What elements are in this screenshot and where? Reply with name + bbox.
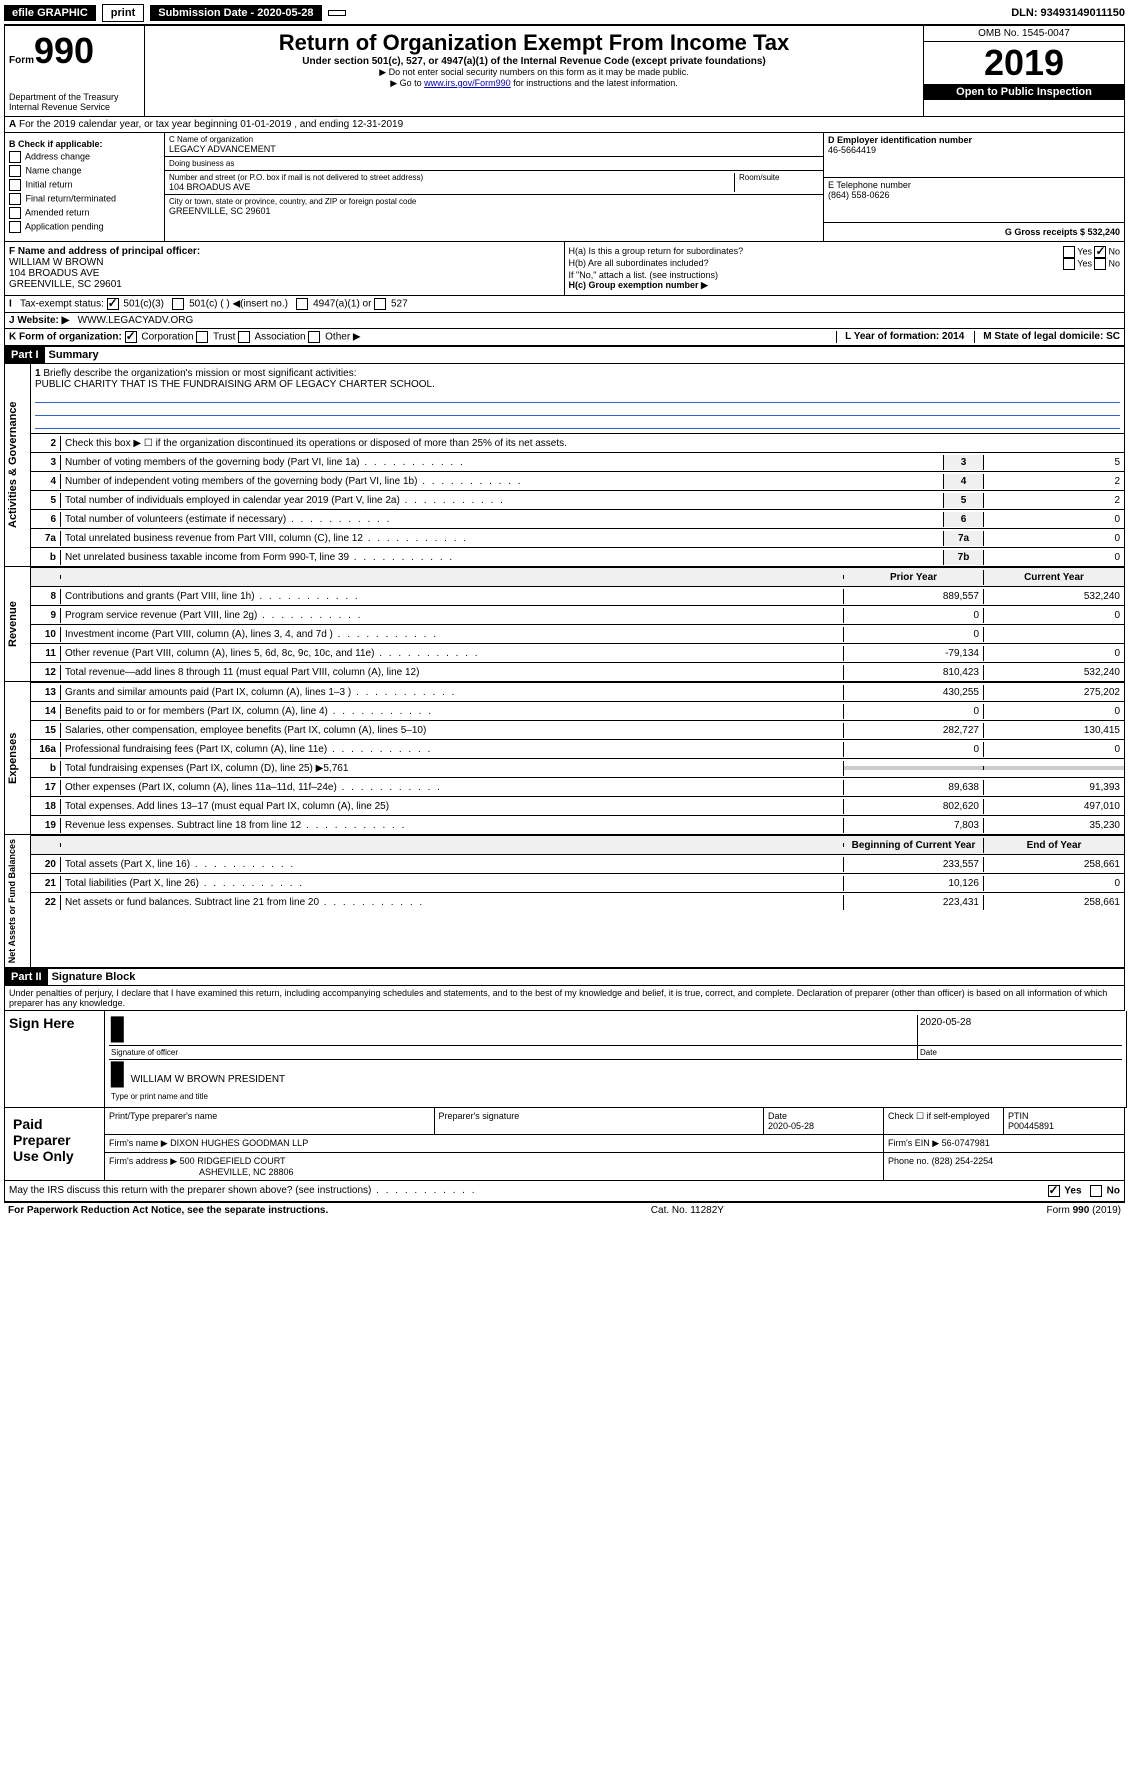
sign-here-block: Sign Here ▊ 2020-05-28 Signature of offi… bbox=[4, 1011, 1127, 1108]
tax-exempt-row: I Tax-exempt status: 501(c)(3) 501(c) ( … bbox=[4, 296, 1125, 313]
check-column: B Check if applicable: Address change Na… bbox=[5, 133, 165, 241]
firm-address: 500 RIDGEFIELD COURT bbox=[180, 1156, 286, 1166]
officer-h-row: F Name and address of principal officer:… bbox=[4, 242, 1125, 296]
netassets-vert-label: Net Assets or Fund Balances bbox=[5, 835, 31, 967]
corp-checkbox[interactable] bbox=[125, 331, 137, 343]
org-name-column: C Name of organization LEGACY ADVANCEMEN… bbox=[165, 133, 824, 241]
mission-text: PUBLIC CHARITY THAT IS THE FUNDRAISING A… bbox=[35, 379, 435, 390]
firm-name: DIXON HUGHES GOODMAN LLP bbox=[170, 1138, 308, 1148]
part2-title: Signature Block bbox=[48, 969, 140, 985]
governance-vert-label: Activities & Governance bbox=[5, 364, 31, 566]
part1-title: Summary bbox=[45, 347, 103, 363]
assoc-checkbox[interactable] bbox=[238, 331, 250, 343]
org-city: GREENVILLE, SC 29601 bbox=[169, 206, 819, 216]
firm-ein: 56-0747981 bbox=[942, 1138, 990, 1148]
ha-no-checkbox[interactable] bbox=[1094, 246, 1106, 258]
revenue-section: Revenue Prior YearCurrent Year 8Contribu… bbox=[4, 567, 1125, 682]
org-info-grid: B Check if applicable: Address change Na… bbox=[4, 133, 1125, 242]
dln-label: DLN: 93493149011150 bbox=[1011, 7, 1125, 19]
501c-checkbox[interactable] bbox=[172, 298, 184, 310]
other-checkbox[interactable] bbox=[308, 331, 320, 343]
firm-phone: (828) 254-2254 bbox=[932, 1156, 994, 1166]
officer-name: WILLIAM W BROWN bbox=[9, 257, 560, 268]
efile-button[interactable]: efile GRAPHIC bbox=[4, 5, 96, 21]
phone-value: (864) 558-0626 bbox=[828, 190, 1120, 200]
form-number-label: Form990 bbox=[9, 30, 140, 72]
submission-date-label: Submission Date - 2020-05-28 bbox=[150, 5, 321, 21]
website-row: J Website: ▶ WWW.LEGACYADV.ORG bbox=[4, 313, 1125, 329]
form-note1: ▶ Do not enter social security numbers o… bbox=[149, 67, 919, 78]
revenue-vert-label: Revenue bbox=[5, 567, 31, 681]
paid-preparer-block: Paid Preparer Use Only Print/Type prepar… bbox=[4, 1108, 1125, 1181]
application-pending-checkbox[interactable] bbox=[9, 221, 21, 233]
discuss-no-checkbox[interactable] bbox=[1090, 1185, 1102, 1197]
hb-no-checkbox[interactable] bbox=[1094, 258, 1106, 270]
omb-number: OMB No. 1545-0047 bbox=[924, 26, 1124, 42]
form-title: Return of Organization Exempt From Incom… bbox=[149, 30, 919, 56]
ha-yes-checkbox[interactable] bbox=[1063, 246, 1075, 258]
trust-checkbox[interactable] bbox=[196, 331, 208, 343]
amended-return-checkbox[interactable] bbox=[9, 207, 21, 219]
form-note2: ▶ Go to www.irs.gov/Form990 for instruct… bbox=[149, 78, 919, 89]
gross-receipts: G Gross receipts $ 532,240 bbox=[1005, 227, 1120, 237]
row-a: A For the 2019 calendar year, or tax yea… bbox=[4, 117, 1125, 133]
form-subtitle: Under section 501(c), 527, or 4947(a)(1)… bbox=[149, 56, 919, 67]
part1-header: Part I bbox=[5, 347, 45, 363]
discuss-yes-checkbox[interactable] bbox=[1048, 1185, 1060, 1197]
final-return-checkbox[interactable] bbox=[9, 193, 21, 205]
website-url: WWW.LEGACYADV.ORG bbox=[78, 315, 194, 326]
ptin-value: P00445891 bbox=[1008, 1121, 1054, 1131]
perjury-text: Under penalties of perjury, I declare th… bbox=[4, 986, 1125, 1011]
tax-year: 2019 bbox=[924, 42, 1124, 84]
irs-link[interactable]: www.irs.gov/Form990 bbox=[424, 78, 511, 88]
expenses-vert-label: Expenses bbox=[5, 682, 31, 834]
right-info-column: D Employer identification number 46-5664… bbox=[824, 133, 1124, 241]
officer-printed-name: WILLIAM W BROWN PRESIDENT bbox=[131, 1074, 285, 1085]
expenses-section: Expenses 13Grants and similar amounts pa… bbox=[4, 682, 1125, 835]
governance-section: Activities & Governance 1 Briefly descri… bbox=[4, 364, 1125, 567]
527-checkbox[interactable] bbox=[374, 298, 386, 310]
name-change-checkbox[interactable] bbox=[9, 165, 21, 177]
part2-header: Part II bbox=[5, 969, 48, 985]
dept-label: Department of the Treasury bbox=[9, 92, 140, 102]
address-change-checkbox[interactable] bbox=[9, 151, 21, 163]
org-name: LEGACY ADVANCEMENT bbox=[169, 144, 819, 154]
klm-row: K Form of organization: Corporation Trus… bbox=[4, 329, 1125, 346]
discuss-row: May the IRS discuss this return with the… bbox=[4, 1181, 1125, 1202]
ein-value: 46-5664419 bbox=[828, 145, 1120, 155]
501c3-checkbox[interactable] bbox=[107, 298, 119, 310]
org-address: 104 BROADUS AVE bbox=[169, 182, 734, 192]
initial-return-checkbox[interactable] bbox=[9, 179, 21, 191]
print-button[interactable]: print bbox=[102, 4, 144, 22]
net-assets-section: Net Assets or Fund Balances Beginning of… bbox=[4, 835, 1125, 968]
top-toolbar: efile GRAPHIC print Submission Date - 20… bbox=[4, 4, 1125, 26]
blank-button bbox=[328, 10, 346, 16]
irs-label: Internal Revenue Service bbox=[9, 102, 140, 112]
page-footer: For Paperwork Reduction Act Notice, see … bbox=[4, 1202, 1125, 1218]
4947-checkbox[interactable] bbox=[296, 298, 308, 310]
form-header: Form990 Department of the Treasury Inter… bbox=[4, 26, 1125, 117]
hb-yes-checkbox[interactable] bbox=[1063, 258, 1075, 270]
open-public-badge: Open to Public Inspection bbox=[924, 84, 1124, 100]
